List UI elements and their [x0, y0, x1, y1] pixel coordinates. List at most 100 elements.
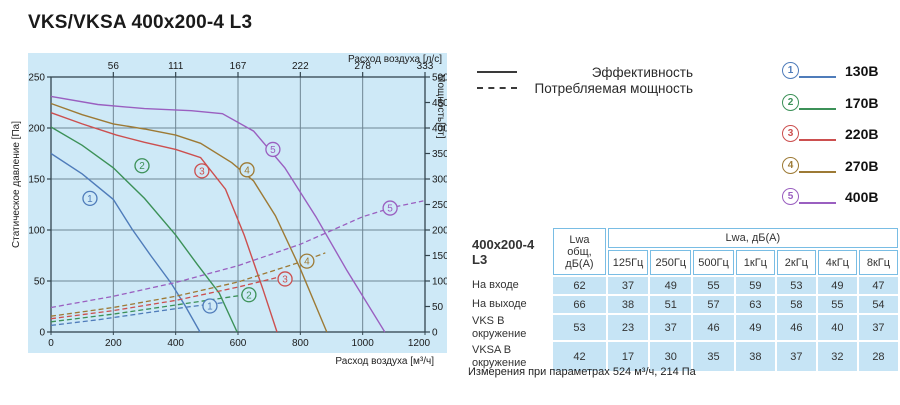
pressure-curve-5: [50, 95, 386, 333]
freq-value: 37: [607, 277, 649, 294]
freq-value: 55: [817, 296, 857, 313]
left-tick-label: 150: [28, 175, 45, 186]
power-marker-label-5: 5: [387, 204, 393, 215]
table-header-row-1: 400x200-4 L3 Lwa общ, дБ(A) Lwa, дБ(A): [470, 228, 898, 275]
power-curve-3: [50, 274, 289, 320]
left-tick-label: 50: [34, 277, 46, 288]
row-label: VKSA В окружение: [472, 344, 527, 369]
freq-value: 35: [693, 342, 734, 372]
power-marker-1: [202, 298, 218, 314]
freq-header: 4кГц: [817, 250, 857, 275]
series-color-line-icon: [799, 139, 836, 142]
freq-header: 125Гц: [607, 250, 649, 275]
power-marker-5: [382, 200, 398, 216]
total-value: 53: [553, 315, 606, 341]
total-column-header: Lwa общ, дБ(A): [553, 228, 606, 275]
freq-value: 49: [817, 277, 857, 294]
pressure-curve-1: [50, 152, 201, 333]
power-curve-2: [50, 291, 256, 323]
pressure-curve-2: [50, 126, 238, 333]
left-tick-label: 100: [28, 226, 45, 237]
page-title: VKS/VKSA 400x200-4 L3: [28, 12, 253, 33]
power-marker-label-4: 4: [304, 257, 310, 268]
freq-value: 54: [858, 296, 898, 313]
legend-row-power: Потребляемая мощность: [477, 80, 693, 96]
bottom-axis-label: Расход воздуха [м³/ч]: [335, 356, 434, 367]
freq-value: 30: [650, 342, 692, 372]
solid-line-icon: [477, 71, 517, 73]
right-tick-label: 350: [432, 149, 447, 160]
total-value: 62: [553, 277, 606, 294]
freq-value: 46: [776, 315, 816, 341]
freq-value: 38: [607, 296, 649, 313]
circled-number-icon-4: 4: [782, 156, 799, 174]
pressure-marker-label-5: 5: [270, 145, 276, 156]
power-marker-label-1: 1: [207, 301, 213, 312]
right-tick-label: 0: [432, 328, 438, 339]
left-axis-label: Статическое давление [Па]: [11, 121, 22, 248]
top-tick-label: 111: [168, 61, 184, 72]
table-row: VKSA В окружение 42 17 30 35 38 37 32 28: [470, 342, 898, 372]
total-value: 42: [553, 342, 606, 372]
voltage-label: 220В: [845, 126, 879, 143]
freq-value: 51: [650, 296, 692, 313]
top-tick-label: 56: [108, 61, 120, 72]
freq-header: 8кГц: [858, 250, 898, 275]
freq-value: 37: [776, 342, 816, 372]
bottom-tick-label: 400: [167, 338, 184, 349]
freq-header: 1кГц: [735, 250, 775, 275]
freq-value: 49: [735, 315, 775, 341]
sound-level-table: 400x200-4 L3 Lwa общ, дБ(A) Lwa, дБ(A) 125Г…: [468, 226, 900, 373]
freq-value: 40: [817, 315, 857, 341]
pressure-curve-3: [50, 112, 278, 333]
series-color-line-icon: [799, 76, 836, 78]
voltage-legend-row-5: 5 400В: [782, 188, 878, 220]
table-title: 400x200-4 L3: [472, 236, 535, 267]
pressure-marker-label-2: 2: [139, 161, 145, 172]
fan-chart-panel: 56 111 167 222 278 333 0 50 100 150 200 250 0 50 100 15…: [28, 53, 447, 353]
freq-header: 250Гц: [650, 250, 692, 275]
pressure-curve-4: [50, 102, 328, 333]
table-header-row-2: 125Гц 250Гц 500Гц 1кГц 2кГц 4кГц 8кГц: [470, 250, 898, 275]
circled-number-icon-1: 1: [782, 62, 799, 79]
pressure-marker-4: [239, 162, 255, 178]
pressure-marker-3: [194, 163, 210, 179]
row-label: VKS В окружение: [472, 315, 527, 340]
left-tick-label: 200: [28, 124, 45, 135]
line-type-legend: Эффективность Потребляемая мощность: [477, 64, 693, 96]
right-tick-label: 300: [432, 175, 447, 186]
right-tick-label: 450: [432, 98, 447, 109]
voltage-legend: 1 130В 2 170В 3 220В 4 270В 5 400В: [782, 62, 878, 220]
freq-value: 63: [735, 296, 775, 313]
legend-label-power: Потребляемая мощность: [534, 80, 693, 96]
bottom-tick-label: 200: [105, 338, 122, 349]
top-tick-label: 222: [292, 61, 309, 72]
table-row: На выходе 66 38 51 57 63 58 55 54: [470, 296, 898, 313]
table-row: На входе 62 37 49 55 59 53 49 47: [470, 277, 898, 294]
legend-label-efficiency: Эффективность: [591, 64, 693, 80]
fan-performance-chart: 56 111 167 222 278 33305010015020025005010015…: [28, 61, 447, 349]
left-tick-label: 250: [28, 73, 45, 84]
pressure-marker-label-4: 4: [244, 165, 250, 176]
series-color-line-icon: [799, 202, 836, 205]
voltage-legend-row-3: 3 220В: [782, 125, 878, 157]
series-color-line-icon: [799, 107, 836, 110]
right-tick-label: 150: [432, 251, 447, 262]
top-tick-label: 333: [417, 61, 434, 72]
freq-header: 500Гц: [693, 250, 734, 275]
top-tick-label: 167: [230, 61, 247, 72]
pressure-marker-label-1: 1: [87, 194, 93, 205]
right-tick-label: 100: [432, 277, 447, 288]
pressure-marker-5: [265, 141, 281, 158]
freq-value: 38: [735, 342, 775, 372]
right-tick-label: 500: [432, 73, 447, 84]
voltage-label: 130В: [845, 63, 879, 79]
right-tick-label: 200: [432, 226, 447, 237]
power-curve-1: [50, 301, 226, 327]
freq-value: 59: [735, 277, 775, 294]
bottom-tick-label: 600: [230, 338, 247, 349]
freq-value: 37: [650, 315, 692, 341]
freq-header: 2кГц: [776, 250, 816, 275]
row-label: На выходе: [472, 298, 527, 311]
power-marker-2: [241, 287, 257, 303]
